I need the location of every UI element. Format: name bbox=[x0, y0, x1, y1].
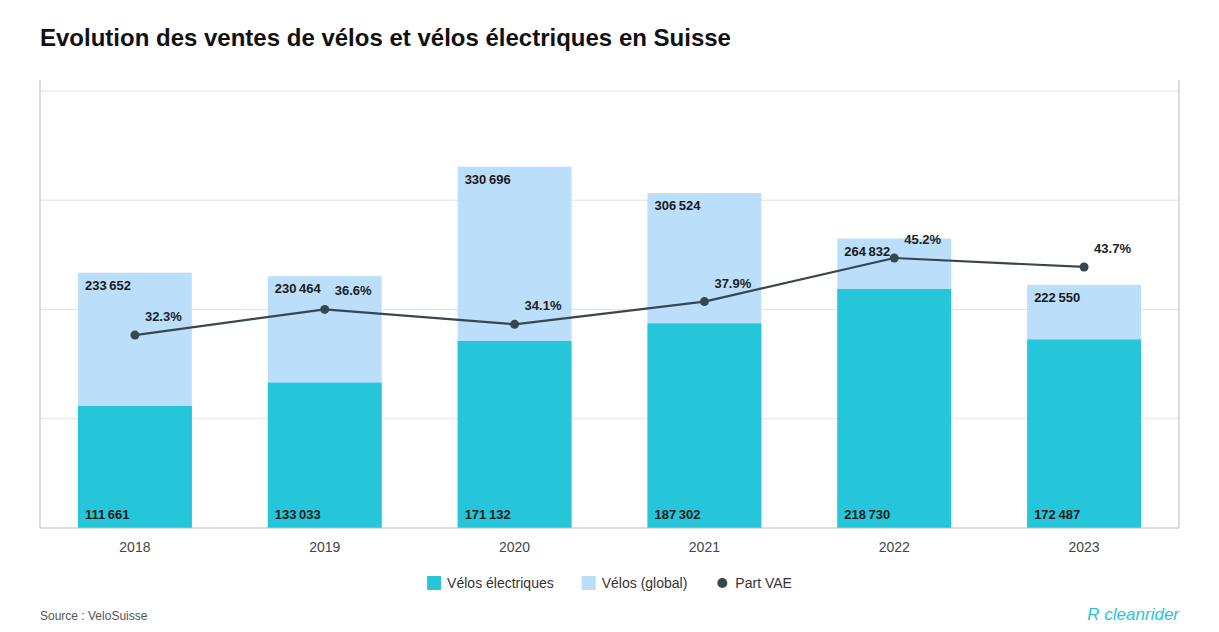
legend: Vélos électriques Vélos (global) Part VAE bbox=[427, 575, 792, 591]
bar bbox=[268, 383, 382, 528]
line-marker bbox=[130, 331, 139, 340]
bar-series bbox=[78, 289, 1141, 528]
line-marker bbox=[1080, 262, 1089, 271]
bar bbox=[647, 193, 761, 528]
legend-item: Part VAE bbox=[717, 575, 792, 591]
logo-text: R cleanrider bbox=[1087, 605, 1180, 624]
x-tick-label: 2018 bbox=[119, 539, 150, 555]
legend-item: Vélos électriques bbox=[427, 575, 554, 591]
x-tick-label: 2021 bbox=[689, 539, 720, 555]
legend-swatch bbox=[427, 576, 441, 590]
grid bbox=[40, 91, 1179, 419]
x-tick-label: 2023 bbox=[1069, 539, 1100, 555]
title: Evolution des ventes de vélos et vélos é… bbox=[40, 24, 731, 51]
x-tick-label: 2022 bbox=[879, 539, 910, 555]
x-tick-label: 2020 bbox=[499, 539, 530, 555]
line-series bbox=[130, 254, 1088, 340]
line-label: 34.1% bbox=[525, 298, 562, 313]
bar-label: 171 132 bbox=[465, 507, 511, 522]
bar-label: 187 302 bbox=[654, 507, 700, 522]
line-marker bbox=[700, 297, 709, 306]
bar bbox=[78, 273, 192, 528]
legend-swatch bbox=[582, 576, 596, 590]
source-note: Source : VeloSuisse bbox=[40, 609, 148, 623]
line-label: 43.7% bbox=[1094, 241, 1131, 256]
bar-label: 330 696 bbox=[465, 172, 511, 187]
line-marker bbox=[510, 320, 519, 329]
plot-marks bbox=[78, 167, 1141, 528]
grid-line bbox=[40, 200, 1179, 201]
bar-label: 264 832 bbox=[844, 244, 890, 259]
chart: 2018 2019 2020 2021 2022 2023 111 661 133 033 17… bbox=[0, 0, 1219, 632]
x-tick-label: 2019 bbox=[309, 539, 340, 555]
bar-label: 172 487 bbox=[1034, 507, 1080, 522]
legend-label: Vélos (global) bbox=[602, 575, 688, 591]
page: {"chart_data": { "type": "bar", "title":… bbox=[0, 0, 1219, 632]
bar bbox=[458, 341, 572, 528]
bar-label: 306 524 bbox=[654, 198, 701, 213]
line-label: 36.6% bbox=[335, 283, 372, 298]
legend-label: Vélos électriques bbox=[447, 575, 554, 591]
y2-axis-line bbox=[1179, 80, 1180, 528]
bar-label: 233 652 bbox=[85, 278, 131, 293]
grid-line bbox=[40, 90, 1179, 91]
grid-line bbox=[40, 418, 1179, 419]
legend-swatch bbox=[717, 578, 727, 588]
bar bbox=[1027, 340, 1141, 528]
grid-line bbox=[40, 309, 1179, 310]
bar-label: 230 464 bbox=[275, 281, 322, 296]
bar bbox=[837, 289, 951, 528]
data-labels: 111 661 133 033 171 132 187 302 218 730 172 4… bbox=[85, 172, 1131, 522]
line-label: 45.2% bbox=[904, 232, 941, 247]
legend-label: Part VAE bbox=[735, 575, 792, 591]
bar bbox=[78, 406, 192, 528]
line-marker bbox=[320, 305, 329, 314]
line-label: 32.3% bbox=[145, 309, 182, 324]
bar bbox=[458, 167, 572, 528]
bar bbox=[1027, 285, 1141, 528]
line-marker bbox=[890, 254, 899, 263]
bar-label: 133 033 bbox=[275, 507, 321, 522]
axes bbox=[40, 80, 1179, 528]
line bbox=[135, 258, 1084, 335]
bar-label: 111 661 bbox=[85, 507, 130, 522]
bar-label: 218 730 bbox=[844, 507, 890, 522]
bar-label: 222 550 bbox=[1034, 290, 1080, 305]
bar bbox=[837, 239, 951, 528]
legend-item: Vélos (global) bbox=[582, 575, 688, 591]
line-label: 37.9% bbox=[714, 276, 751, 291]
bar-series bbox=[78, 167, 1141, 528]
x-axis-line bbox=[40, 528, 1179, 529]
bar bbox=[647, 323, 761, 528]
y-axis-line bbox=[40, 80, 41, 528]
